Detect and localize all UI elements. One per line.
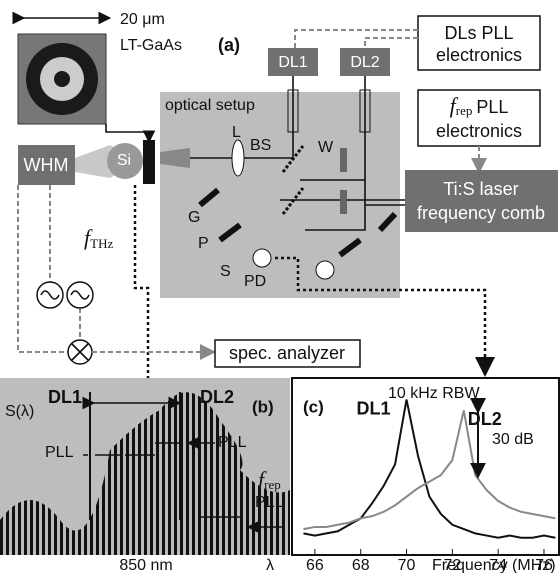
setup-label: optical setup <box>165 97 255 114</box>
g-label: G <box>188 209 200 226</box>
x-tick-label: 72 <box>443 557 461 573</box>
subscript: rep <box>456 103 473 118</box>
text: PLL <box>476 97 508 117</box>
spectrum-line <box>303 399 556 539</box>
dl1-label: DL1 <box>48 387 82 407</box>
pd-label: PD <box>244 273 266 290</box>
scale-label: 20 μm <box>120 11 165 28</box>
pll-arrow <box>83 443 215 456</box>
series-label: DL1 <box>357 398 391 418</box>
mixer-icon <box>71 343 89 361</box>
whm-label: WHM <box>24 155 69 175</box>
w-label: W <box>318 139 334 156</box>
dl1-box <box>268 48 318 76</box>
panel-label: (b) <box>252 397 274 416</box>
grating <box>377 211 398 233</box>
dl2-label: DL2 <box>200 387 234 407</box>
frep-pll-label: frep PLL <box>450 93 509 118</box>
frep-label: PLL <box>255 494 284 511</box>
sample-label: LT-GaAs <box>120 37 182 54</box>
signal-link <box>17 185 81 353</box>
si-lens <box>107 143 143 179</box>
x-tick-label: 66 <box>306 557 324 573</box>
analyzer-box <box>214 339 361 368</box>
pd-link <box>275 256 495 377</box>
pll-label: PLL <box>45 444 74 461</box>
pll-label: PLL <box>218 434 247 451</box>
photodiode <box>252 248 272 268</box>
x-label: λ <box>266 557 274 573</box>
symbol: f <box>450 93 459 118</box>
fthz-label: fTHz <box>84 225 113 251</box>
laser-label: frequency comb <box>417 203 545 223</box>
s-label: S <box>220 263 231 280</box>
frep-label: frep <box>258 467 281 492</box>
x-tick-label: 76 <box>535 557 553 573</box>
grating <box>198 187 220 208</box>
symbol: f <box>84 225 93 250</box>
bs-label: BS <box>250 137 271 154</box>
dl2-label: DL2 <box>350 54 379 71</box>
analyzer-label: spec. analyzer <box>229 343 345 363</box>
pll-arrow <box>200 517 285 527</box>
wavelength-label: 850 nm <box>119 557 172 573</box>
beam-splitter <box>281 187 305 215</box>
dl1-label: DL1 <box>278 54 307 71</box>
laser-label: Ti:S laser <box>443 179 518 199</box>
spectrum-line <box>303 410 556 531</box>
zoom-link <box>105 124 156 144</box>
laser-box <box>405 170 558 232</box>
panel-label: (a) <box>218 35 240 55</box>
frep-pll-label: electronics <box>436 121 522 141</box>
antenna-spiral <box>40 57 84 101</box>
dls-pll-label: electronics <box>436 45 522 65</box>
oscillator-icon <box>40 290 60 300</box>
thz-link <box>133 185 158 405</box>
x-tick-label: 70 <box>398 557 416 573</box>
fiber-port <box>287 89 299 133</box>
subscript: rep <box>264 477 281 492</box>
waveplate <box>340 190 347 214</box>
pll-link <box>294 29 418 48</box>
panel-label: (c) <box>303 397 324 416</box>
series-label: DL2 <box>468 409 502 429</box>
dls-pll-box <box>417 15 541 71</box>
panel-c-frame <box>291 377 560 556</box>
lens-label: L <box>232 124 241 141</box>
waveplate <box>340 148 347 172</box>
optical-setup-box <box>160 92 400 298</box>
beam-splitter <box>281 145 305 173</box>
whm-box <box>18 145 75 185</box>
dl2-box <box>340 48 390 76</box>
x-axis-title: Frequency (MHz) <box>432 557 556 573</box>
subscript: THz <box>90 236 113 251</box>
symbol: f <box>258 467 267 492</box>
antenna <box>26 43 98 115</box>
lens <box>231 139 245 177</box>
dls-pll-label: DLs PLL <box>444 23 513 43</box>
x-tick-label: 74 <box>489 557 507 573</box>
annotation: 10 kHz RBW <box>388 385 480 402</box>
x-tick-label: 68 <box>352 557 370 573</box>
objective <box>160 148 190 168</box>
photomixer <box>143 140 155 184</box>
polarizer <box>218 222 242 243</box>
frep-pll-box <box>417 89 541 147</box>
polarizer <box>338 237 362 258</box>
y-label: S(λ) <box>5 403 34 420</box>
si-label: Si <box>117 152 131 169</box>
fiber-port <box>359 89 371 133</box>
photodiode <box>315 260 335 280</box>
scale-label: 30 dB <box>492 431 534 448</box>
oscillator-icon <box>70 290 90 300</box>
spectrum <box>0 392 290 555</box>
p-label: P <box>198 235 209 252</box>
